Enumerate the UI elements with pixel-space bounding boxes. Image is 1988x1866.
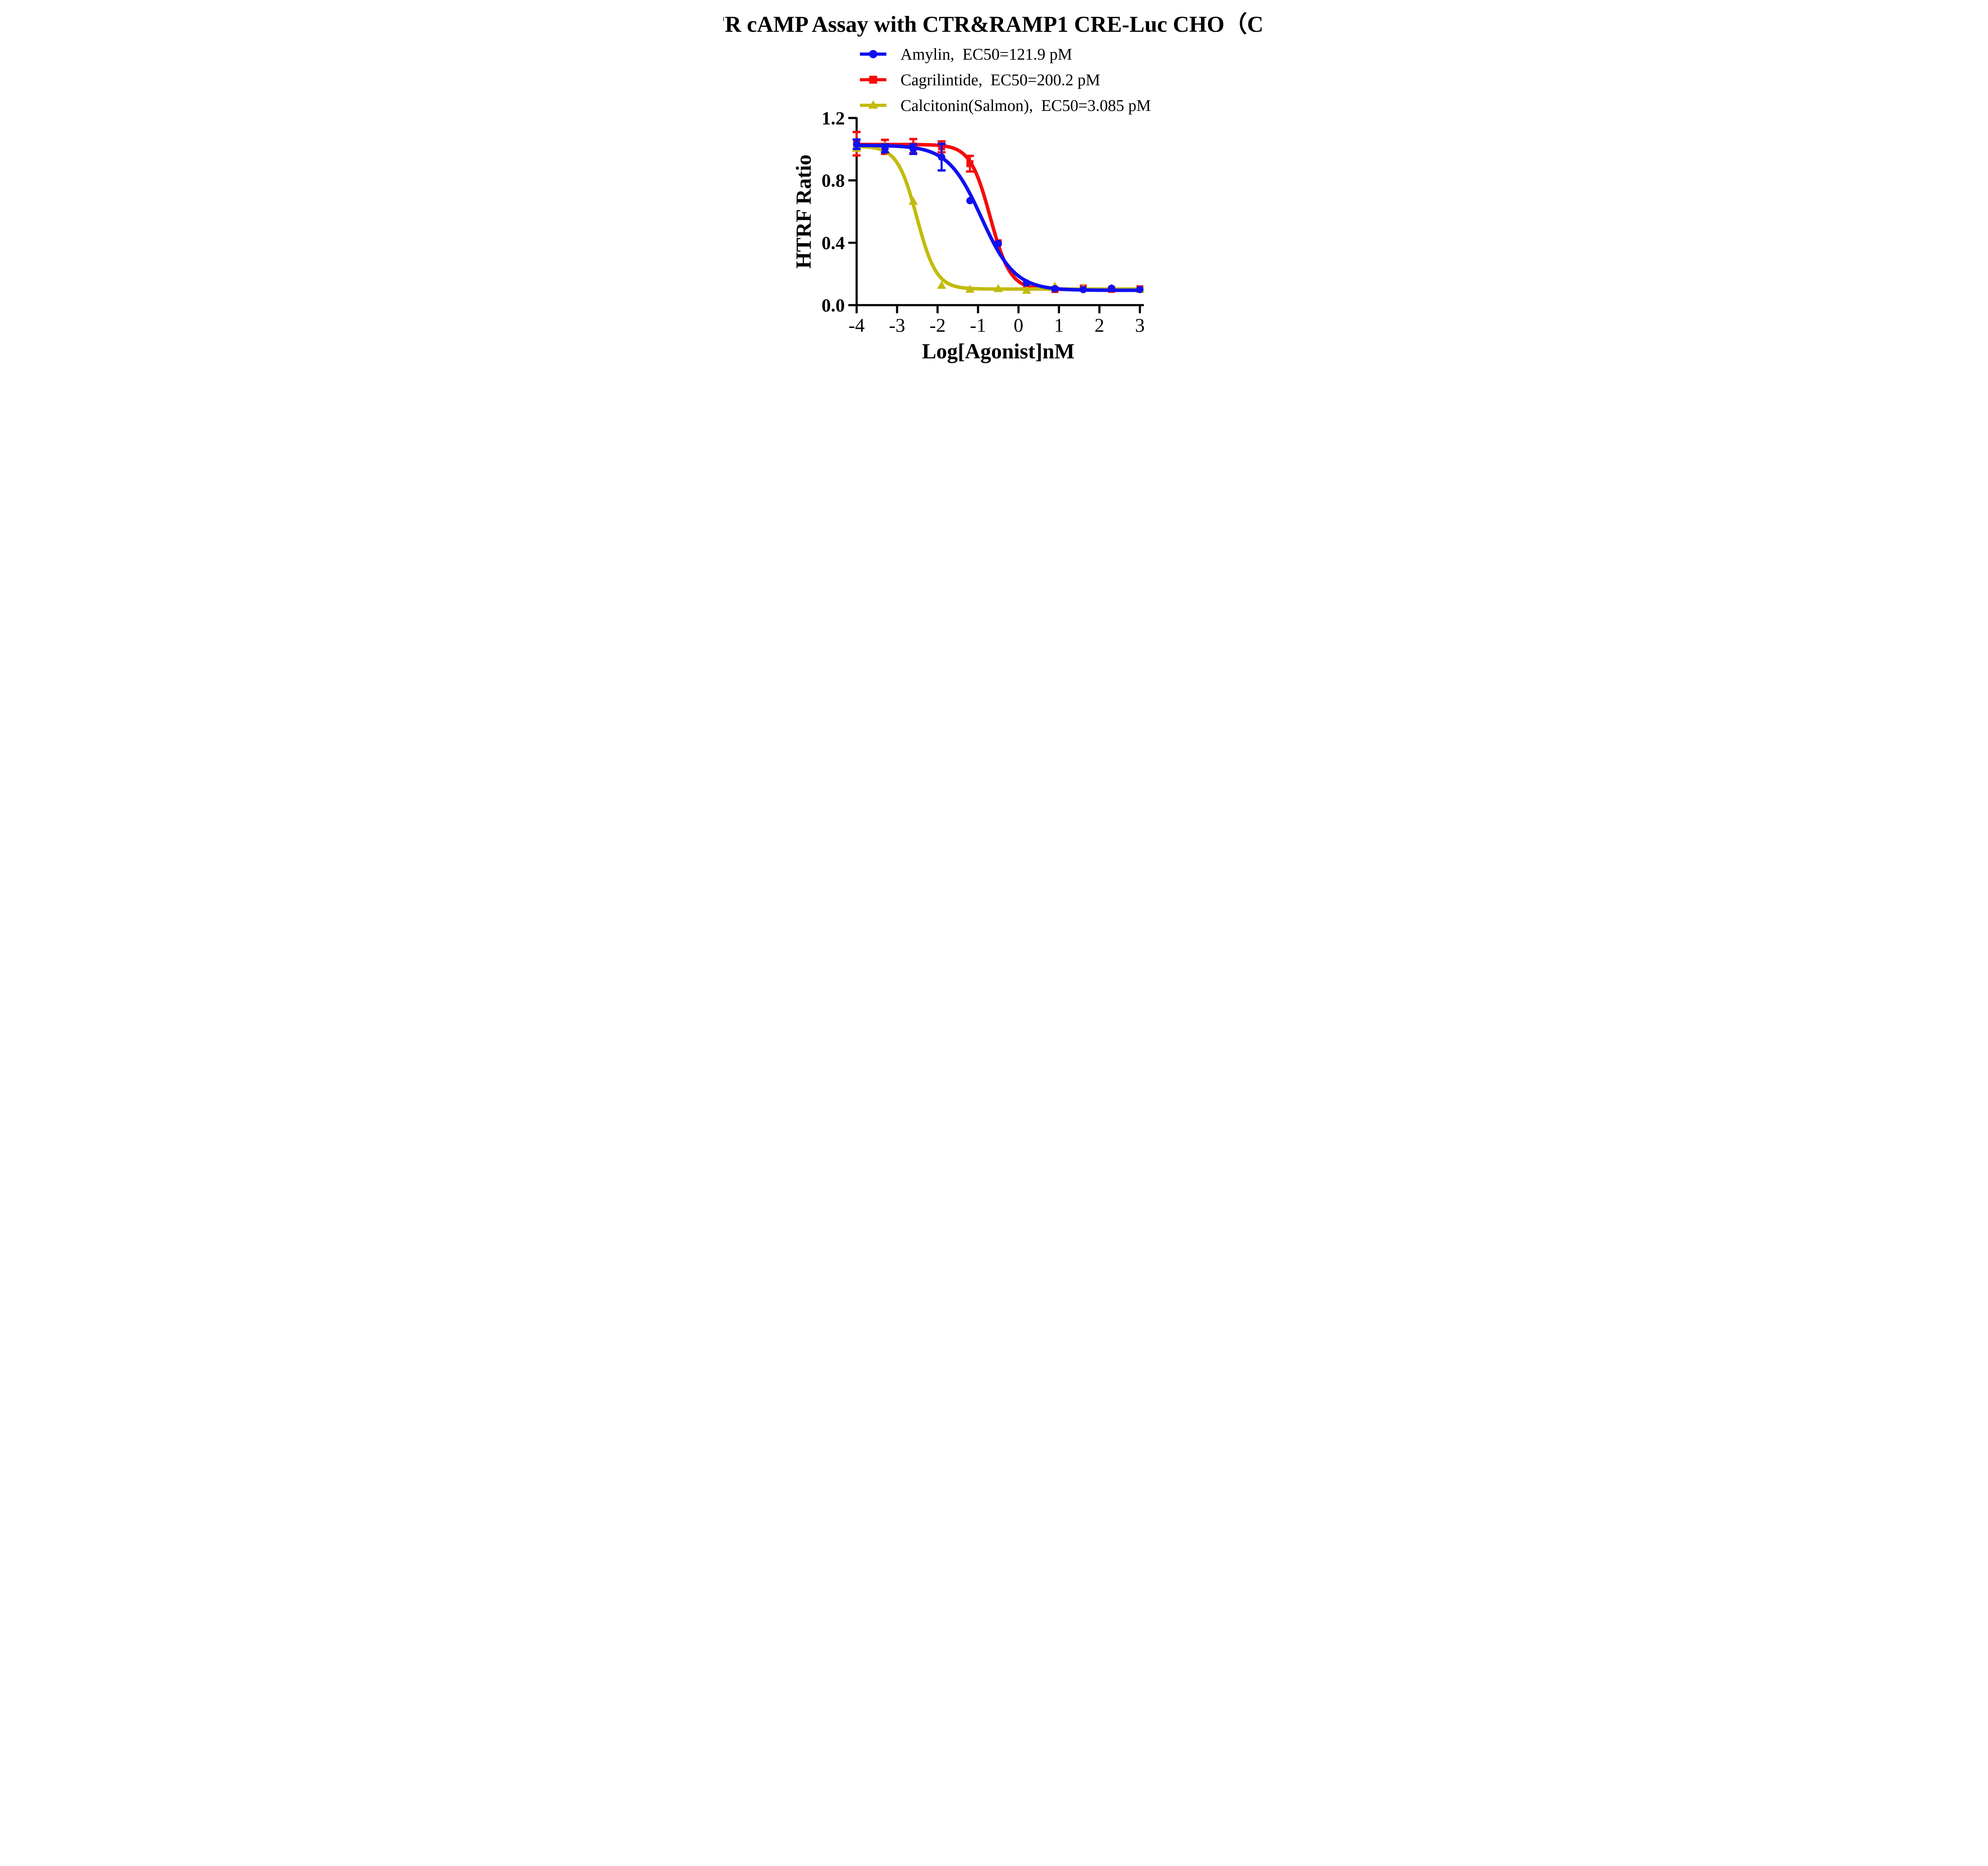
calcitonin-legend-label: Calcitonin(Salmon), EC50=3.085 pM (901, 96, 1151, 114)
cagrilintide-point (966, 160, 974, 167)
x-tick-label: 3 (1135, 314, 1145, 336)
amylin-point (1023, 279, 1031, 287)
calcitonin-salmon-point (994, 284, 1003, 292)
x-tick-label: -1 (970, 314, 986, 336)
x-tick-label: -3 (889, 314, 905, 336)
legend-item-cagrilintide: Cagrilintide, EC50=200.2 pM (860, 71, 1100, 89)
cagrilintide-legend-label: Cagrilintide, EC50=200.2 pM (901, 71, 1100, 89)
amylin-point (966, 197, 974, 204)
amylin-point (1136, 286, 1144, 293)
amylin-point (938, 153, 945, 161)
amylin-point (1108, 285, 1115, 292)
legend: Amylin, EC50=121.9 pM Cagrilintide, EC50… (860, 45, 1151, 114)
calcitonin-legend-triangle-icon (868, 100, 878, 109)
calcitonin-salmon-point (937, 281, 946, 289)
amylin-point (881, 145, 889, 152)
amylin-legend-label: Amylin, EC50=121.9 pM (901, 45, 1072, 63)
amylin-point (909, 145, 917, 153)
legend-item-amylin: Amylin, EC50=121.9 pM (860, 45, 1072, 63)
amylin-point (1051, 285, 1059, 293)
y-tick-label: 0.0 (821, 295, 845, 316)
dose-response-chart: HTFR cAMP Assay with CTR&RAMP1 CRE-Luc C… (723, 12, 1265, 363)
y-axis-label: HTRF Ratio (792, 155, 815, 269)
x-tick-label: 2 (1095, 314, 1104, 336)
calcitonin-salmon-point (1022, 285, 1031, 294)
x-tick-label: -2 (930, 314, 946, 336)
calcitonin-salmon-curve (855, 144, 1142, 291)
x-tick-label: -4 (848, 314, 865, 336)
amylin-point (994, 240, 1002, 247)
x-tick-label: 0 (1013, 314, 1023, 336)
amylin-point (1079, 286, 1087, 293)
amylin-legend-circle-icon (869, 50, 878, 58)
y-tick-label: 0.8 (821, 171, 845, 191)
chart-title: HTFR cAMP Assay with CTR&RAMP1 CRE-Luc C… (723, 12, 1265, 37)
amylin-curve (855, 144, 1142, 292)
y-tick-label: 1.2 (821, 108, 845, 129)
cagrilintide-legend-square-icon (869, 76, 878, 84)
figure: HTFR cAMP Assay with CTR&RAMP1 CRE-Luc C… (723, 0, 1265, 373)
y-tick-label: 0.4 (821, 233, 845, 254)
amylin-point (853, 140, 860, 148)
plot-area: -4 -3 -2 -1 0 1 2 3 0.0 0.4 0.8 1.2 (821, 108, 1145, 336)
calcitonin-salmon-point (909, 196, 918, 205)
calcitonin-salmon-point (965, 284, 975, 293)
legend-item-calcitonin-salmon: Calcitonin(Salmon), EC50=3.085 pM (860, 96, 1151, 114)
x-axis-label: Log[Agonist]nM (922, 339, 1075, 363)
x-tick-label: 1 (1054, 314, 1064, 336)
